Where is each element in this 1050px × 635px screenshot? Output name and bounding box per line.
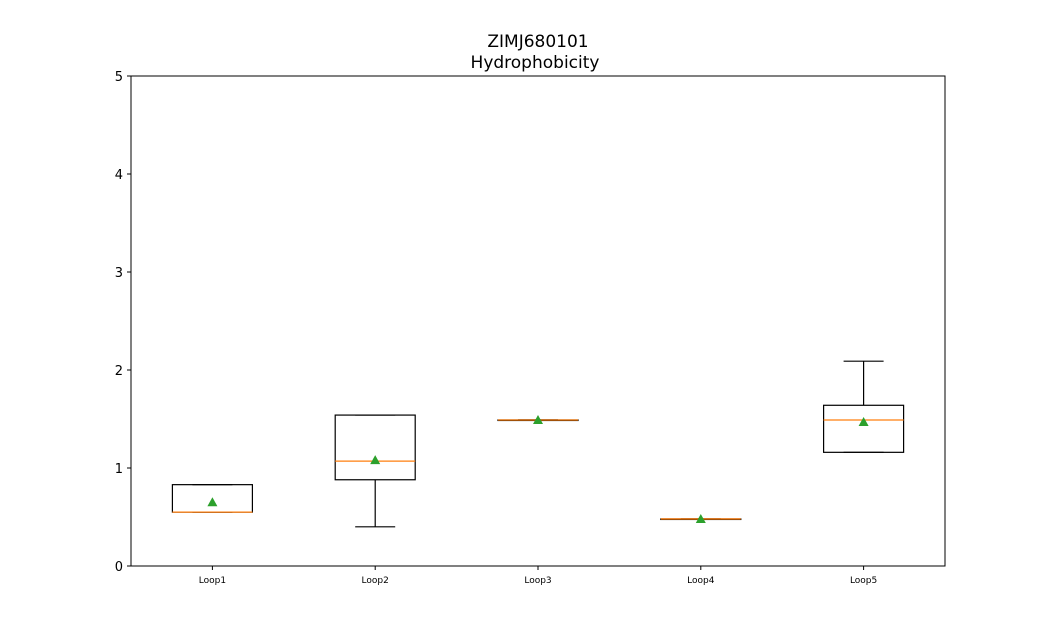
x-tick-label: Loop3: [524, 576, 551, 586]
y-tick-label: 2: [115, 364, 123, 379]
chart-title-line1: ZIMJ680101: [487, 32, 588, 52]
y-tick-label: 4: [115, 168, 123, 183]
mean-marker: [370, 455, 381, 465]
y-tick-label: 1: [115, 462, 123, 477]
y-tick-label: 3: [115, 266, 123, 281]
plot-frame: [130, 75, 946, 567]
mean-marker: [695, 513, 706, 523]
mean-marker: [858, 416, 869, 426]
box-iqr: [334, 414, 416, 481]
plot-area: 0 1 2 3 4 5 Loop1 Loop2 Loop3 Loop4 Loop5: [115, 70, 905, 586]
x-tick-label: Loop4: [687, 576, 715, 586]
x-tick-label: Loop2: [362, 576, 389, 586]
chart-title-line2: Hydrophobicity: [471, 53, 600, 73]
y-tick-label: 0: [115, 560, 123, 575]
mean-marker: [207, 497, 218, 507]
y-tick-label: 5: [115, 70, 123, 85]
x-tick-label: Loop1: [199, 576, 226, 586]
box-iqr: [822, 404, 905, 453]
x-tick-label: Loop5: [850, 576, 877, 586]
mean-marker: [533, 414, 543, 424]
